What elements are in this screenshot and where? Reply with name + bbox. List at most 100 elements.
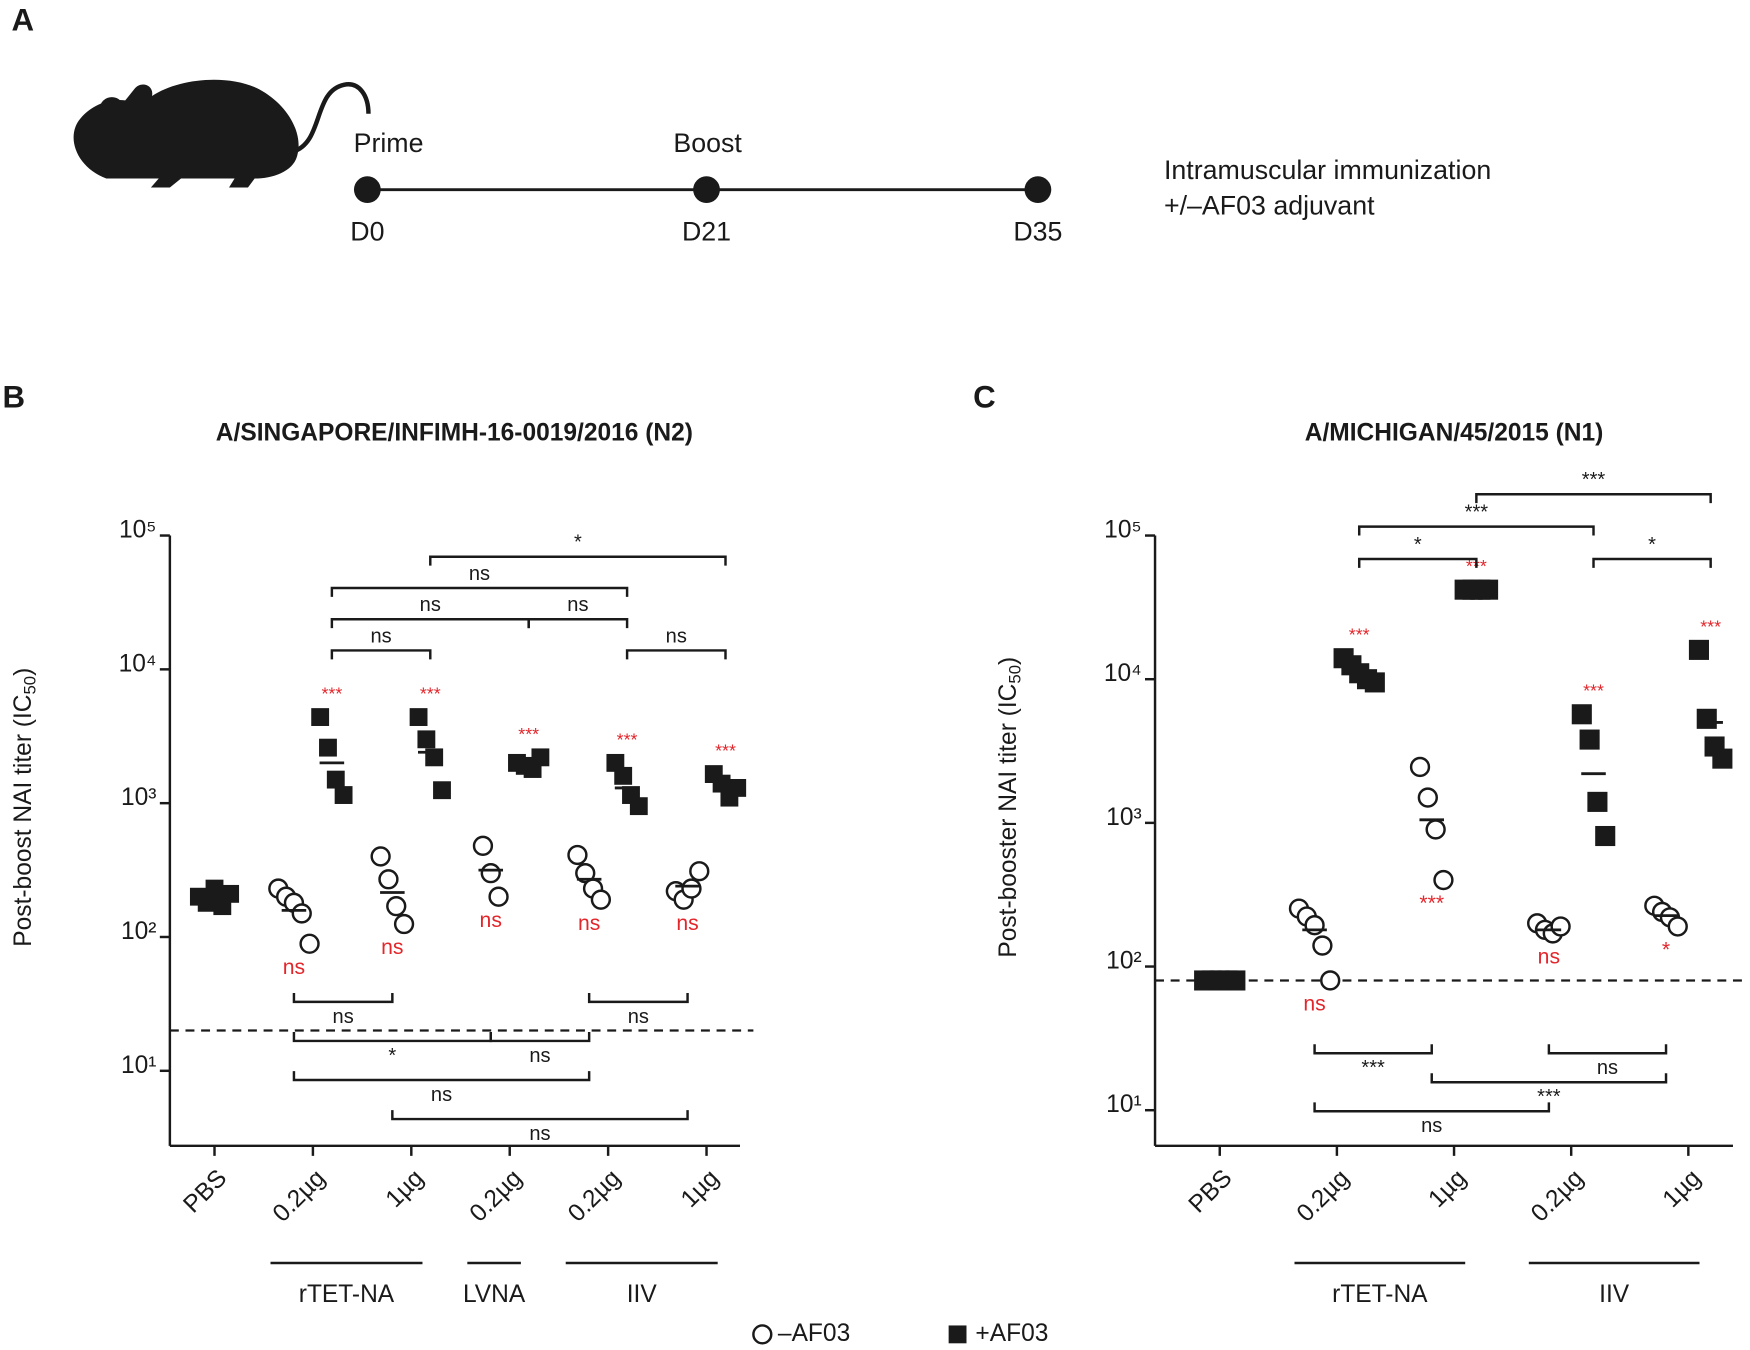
point xyxy=(1425,819,1446,840)
point xyxy=(681,878,702,899)
point xyxy=(472,835,494,856)
bracket xyxy=(1357,525,1595,536)
x-tick-label: PBS xyxy=(178,1165,232,1219)
event-day: D21 xyxy=(682,216,731,246)
x-tick-label: PBS xyxy=(1184,1165,1238,1219)
bracket-label: ns xyxy=(529,1045,550,1067)
bracket xyxy=(330,586,629,597)
point xyxy=(614,766,633,785)
mouse-icon xyxy=(73,79,371,188)
y-tick-label: 10⁵ xyxy=(1104,517,1141,544)
point xyxy=(1304,915,1325,936)
group-label: IIV xyxy=(627,1281,658,1308)
significance: ns xyxy=(283,956,305,979)
significance: ns xyxy=(480,909,502,932)
point xyxy=(326,770,345,789)
significance: * xyxy=(1662,939,1670,962)
bracket xyxy=(1357,557,1478,568)
description: Intramuscular immunization xyxy=(1164,155,1491,185)
bracket xyxy=(489,1032,591,1043)
point xyxy=(567,844,588,866)
bracket xyxy=(1313,1102,1551,1113)
bracket-label: *** xyxy=(1361,1057,1385,1079)
point xyxy=(1712,748,1733,769)
legend-label: –AF03 xyxy=(778,1320,850,1347)
chart-title: A/SINGAPORE/INFIMH-16-0019/2016 (N2) xyxy=(216,419,693,446)
point xyxy=(1417,787,1438,808)
x-tick-label: 1µg xyxy=(676,1165,724,1213)
x-tick-label: 1µg xyxy=(1423,1165,1471,1213)
point xyxy=(1688,639,1709,660)
point xyxy=(590,889,612,910)
x-tick-label: 0.2µg xyxy=(1292,1165,1355,1228)
group-label: LVNA xyxy=(463,1281,526,1308)
y-axis-label: Post-boost NAI titer (IC50) xyxy=(10,668,40,947)
y-axis-label: Post-booster NAI titer (IC50) xyxy=(995,657,1025,958)
point xyxy=(1433,869,1454,891)
event-day: D35 xyxy=(1013,216,1062,246)
x-tick-label: 1µg xyxy=(381,1165,429,1213)
y-tick-label: 10⁴ xyxy=(1104,660,1142,687)
significance: ns xyxy=(1538,946,1560,969)
point xyxy=(1595,825,1616,847)
bracket-label: ns xyxy=(567,594,588,616)
significance: *** xyxy=(1583,681,1604,701)
y-tick-label: 10¹ xyxy=(1106,1091,1141,1118)
chart-title: A/MICHIGAN/45/2015 (N1) xyxy=(1305,419,1604,446)
bracket xyxy=(625,649,727,660)
bracket xyxy=(527,617,629,629)
bracket-label: ns xyxy=(469,563,490,585)
point xyxy=(319,738,337,757)
y-tick-label: 10¹ xyxy=(121,1052,156,1079)
point xyxy=(689,861,710,882)
timeline-dot xyxy=(693,176,720,204)
point xyxy=(221,884,240,903)
point xyxy=(1364,672,1385,693)
point xyxy=(488,886,509,907)
bracket xyxy=(330,649,432,660)
point xyxy=(205,879,224,898)
bracket-label: ns xyxy=(529,1123,550,1145)
point xyxy=(386,895,407,917)
point xyxy=(393,913,415,935)
bracket-label: * xyxy=(1414,534,1422,556)
point xyxy=(1550,916,1571,937)
bracket-label: ns xyxy=(420,594,441,616)
panel-label: A xyxy=(11,3,34,38)
point xyxy=(417,730,436,749)
point xyxy=(728,778,747,797)
significance: *** xyxy=(321,683,342,703)
y-tick-label: 10³ xyxy=(1106,804,1141,831)
event-label: Boost xyxy=(673,128,742,158)
point xyxy=(1312,935,1333,956)
significance: ns xyxy=(578,912,600,935)
point xyxy=(480,862,501,884)
significance: *** xyxy=(518,724,539,744)
bracket-label: * xyxy=(574,532,582,554)
y-tick-label: 10³ xyxy=(121,784,156,811)
bracket-label: *** xyxy=(1582,469,1606,491)
point xyxy=(531,748,550,767)
significance: *** xyxy=(1349,625,1370,645)
bracket-label: *** xyxy=(1537,1086,1561,1108)
x-tick-label: 0.2µg xyxy=(563,1165,626,1228)
point xyxy=(197,893,216,912)
group-label: IIV xyxy=(1599,1281,1630,1308)
bracket xyxy=(292,1071,591,1082)
significance: *** xyxy=(617,729,638,749)
bracket-label: ns xyxy=(370,625,391,647)
point xyxy=(378,869,399,890)
event-label: Prime xyxy=(354,128,424,158)
legend-label: +AF03 xyxy=(975,1320,1048,1347)
significance: *** xyxy=(420,683,441,703)
point xyxy=(629,797,648,816)
bracket xyxy=(1313,1044,1433,1055)
bracket xyxy=(587,992,689,1004)
significance: *** xyxy=(1700,616,1721,636)
bracket xyxy=(292,992,394,1004)
bracket xyxy=(1547,1044,1668,1055)
point xyxy=(1571,704,1592,725)
x-tick-label: 0.2µg xyxy=(1526,1165,1589,1228)
bracket-label: * xyxy=(1648,534,1656,556)
